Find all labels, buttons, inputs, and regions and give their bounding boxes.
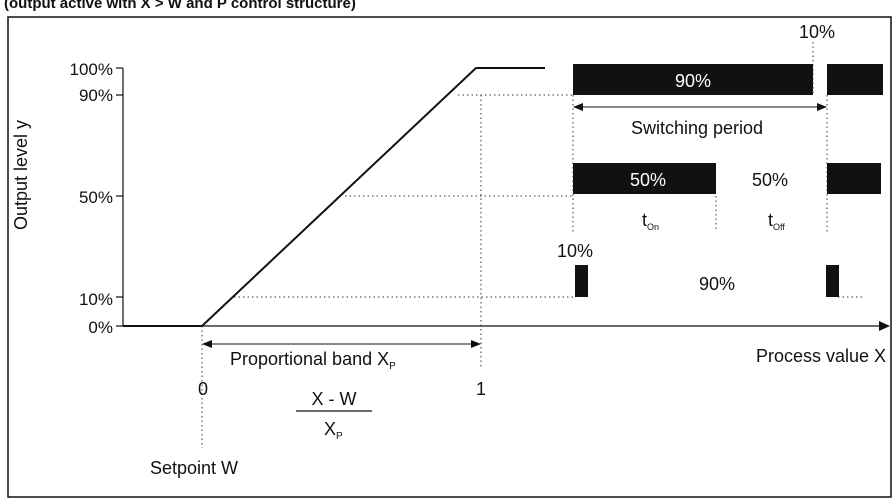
- pwm90-on-label: 90%: [675, 71, 711, 91]
- pwm50-on-label: 50%: [630, 170, 666, 190]
- band-arrow-left-icon: [202, 340, 212, 348]
- x-axis-arrow-icon: [879, 321, 890, 331]
- pwm50-off-label: 50%: [752, 170, 788, 190]
- y-tick-label-0: 0%: [88, 318, 113, 337]
- band-label: Proportional band XP: [230, 349, 396, 372]
- pwm90-off-label: 10%: [799, 22, 835, 42]
- diagram-header: (output active with X > W and P control …: [4, 0, 356, 12]
- formula-numerator: X - W: [312, 389, 357, 409]
- period-label: Switching period: [631, 118, 763, 138]
- band-arrow-right-icon: [471, 340, 481, 348]
- pwm90-next-bar: [827, 64, 883, 95]
- pwm10-on-bar: [575, 265, 588, 297]
- pwm10-on-label: 10%: [557, 241, 593, 261]
- pwm50-on-bar: [573, 163, 716, 194]
- period-arrow-right-icon: [817, 103, 827, 111]
- y-axis-label: Output level y: [11, 120, 31, 230]
- formula-denominator: XP: [324, 419, 343, 442]
- x-tick-label-0: 0: [198, 379, 208, 399]
- y-tick-label-100: 100%: [70, 60, 113, 79]
- pwm10-next-bar: [826, 265, 839, 297]
- y-tick-label-50: 50%: [79, 188, 113, 207]
- setpoint-label: Setpoint W: [150, 458, 238, 478]
- characteristic-line: [123, 67, 545, 327]
- y-tick-label-90: 90%: [79, 86, 113, 105]
- t-on-label: tOn: [642, 210, 659, 232]
- x-axis-label: Process value X: [756, 346, 886, 366]
- pwm90-on-bar: [573, 64, 813, 95]
- period-arrow-left-icon: [573, 103, 583, 111]
- y-tick-label-10: 10%: [79, 290, 113, 309]
- x-tick-label-1: 1: [476, 379, 486, 399]
- pwm10-off-label: 90%: [699, 274, 735, 294]
- diagram-border: [7, 16, 892, 498]
- pwm50-next-bar: [827, 163, 881, 194]
- t-off-label: tOff: [768, 210, 785, 232]
